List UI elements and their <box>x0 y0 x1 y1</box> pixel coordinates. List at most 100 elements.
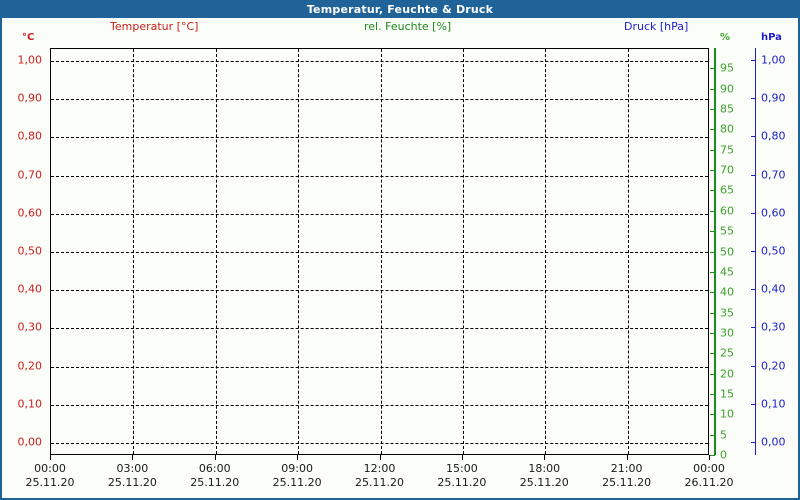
vertical-gridline <box>545 49 547 454</box>
horizontal-gridline <box>51 61 708 62</box>
chart-panel: Temperatur [°C] rel. Feuchte [%] Druck [… <box>0 18 800 500</box>
left-axis-tick-label: 0,60 <box>17 206 43 220</box>
x-axis-date: 25.11.20 <box>25 476 75 489</box>
humidity-axis-tick-label: 85 <box>720 102 734 116</box>
left-axis-tick-label: 0,40 <box>17 282 43 296</box>
legend-item-temperature: Temperatur [°C] <box>110 20 199 33</box>
humidity-axis-tick-label: 35 <box>720 306 734 320</box>
humidity-axis-tick <box>710 292 715 294</box>
pressure-axis-tick <box>751 365 756 367</box>
humidity-axis-tick-label: 60 <box>720 204 734 218</box>
horizontal-gridline <box>51 137 708 139</box>
x-axis-tick-label: 21:00 25.11.20 <box>602 462 651 490</box>
humidity-axis-tick <box>710 393 715 395</box>
x-axis-tick <box>214 455 216 460</box>
humidity-axis-tick-label: 80 <box>720 122 734 136</box>
x-axis-date: 26.11.20 <box>684 476 734 489</box>
pressure-axis-tick <box>751 442 756 443</box>
horizontal-gridline <box>51 404 708 406</box>
x-axis-tick <box>709 455 710 460</box>
left-axis-tick-label: 0,10 <box>17 397 43 411</box>
window-title-bar: Temperatur, Feuchte & Druck <box>0 0 800 18</box>
humidity-axis-tick-label: 10 <box>720 407 734 421</box>
x-axis-time: 06:00 <box>198 462 231 475</box>
horizontal-gridline <box>51 328 708 330</box>
pressure-axis-tick-label: 0,90 <box>761 91 786 105</box>
x-axis-tick <box>132 455 134 460</box>
humidity-axis-tick-label: 95 <box>720 61 734 75</box>
x-axis-time: 21:00 <box>610 462 643 475</box>
humidity-axis-tick-label: 45 <box>720 265 734 279</box>
humidity-axis-tick-label: 90 <box>720 82 734 96</box>
humidity-axis-tick <box>710 434 715 436</box>
humidity-axis-tick <box>710 414 715 416</box>
plot-area <box>50 48 709 455</box>
x-axis-time: 09:00 <box>281 462 313 475</box>
x-axis-time: 00:00 <box>693 462 725 475</box>
pressure-axis-tick <box>751 251 756 252</box>
humidity-axis-tick-label: 70 <box>720 163 734 177</box>
humidity-axis-tick <box>710 455 715 456</box>
humidity-axis-tick <box>710 68 715 70</box>
x-axis-date: 25.11.20 <box>107 476 157 489</box>
x-axis-date: 25.11.20 <box>602 476 652 489</box>
x-axis-tick <box>50 455 51 460</box>
x-axis-tick <box>461 455 463 460</box>
humidity-axis-tick-label: 75 <box>720 143 734 157</box>
x-axis-date: 25.11.20 <box>355 476 404 489</box>
x-axis-time: 18:00 <box>528 462 561 475</box>
pressure-axis-unit: hPa <box>761 32 782 43</box>
pressure-axis-tick <box>751 174 756 176</box>
humidity-axis-tick <box>710 88 715 90</box>
pressure-axis-tick <box>751 136 756 138</box>
left-axis-tick-label: 1,00 <box>17 53 43 67</box>
x-axis-tick-label: 18:00 25.11.20 <box>520 462 569 490</box>
pressure-axis-tick-label: 0,00 <box>761 435 786 449</box>
x-axis-time: 03:00 <box>116 462 149 475</box>
humidity-axis-tick-label: 25 <box>720 346 734 360</box>
x-axis-tick <box>297 455 299 460</box>
humidity-axis-tick-label: 0 <box>720 448 727 462</box>
pressure-axis-tick <box>751 327 756 329</box>
x-axis-tick <box>379 455 381 460</box>
x-axis-tick-label: 12:00 25.11.20 <box>355 462 404 490</box>
x-axis-tick-label: 00:00 25.11.20 <box>26 462 75 490</box>
x-axis-tick <box>544 455 546 460</box>
x-axis-tick-label: 06:00 25.11.20 <box>190 462 239 490</box>
horizontal-gridline <box>51 175 708 177</box>
humidity-axis-tick-label: 55 <box>720 224 734 238</box>
pressure-axis-tick <box>751 60 756 61</box>
humidity-axis-tick-label: 65 <box>720 183 734 197</box>
humidity-axis-tick <box>710 231 715 233</box>
humidity-axis-tick <box>710 251 715 253</box>
humidity-axis-unit: % <box>720 32 731 43</box>
humidity-axis-tick-label: 20 <box>720 367 734 381</box>
humidity-axis-tick <box>710 353 715 355</box>
legend-item-pressure: Druck [hPa] <box>624 20 689 33</box>
pressure-axis-tick <box>751 98 756 100</box>
vertical-gridline <box>298 49 300 454</box>
humidity-axis-tick <box>710 170 715 172</box>
pressure-axis-tick-label: 0,70 <box>761 168 786 182</box>
humidity-axis-tick-label: 30 <box>720 326 734 340</box>
x-axis-time: 15:00 <box>446 462 478 475</box>
humidity-axis-tick <box>710 271 715 273</box>
legend-item-humidity: rel. Feuchte [%] <box>364 20 452 33</box>
x-axis-tick-label: 15:00 25.11.20 <box>437 462 486 490</box>
humidity-axis-tick <box>710 129 715 131</box>
x-axis-date: 25.11.20 <box>190 476 240 489</box>
horizontal-gridline <box>51 366 708 368</box>
humidity-axis-tick-label: 50 <box>720 245 734 258</box>
humidity-axis-tick <box>710 109 715 111</box>
left-axis-tick-label: 0,20 <box>17 359 43 373</box>
horizontal-gridline <box>51 443 708 444</box>
chart-legend: Temperatur [°C] rel. Feuchte [%] Druck [… <box>2 20 798 36</box>
x-axis-date: 25.11.20 <box>519 476 569 489</box>
pressure-axis-tick-label: 0,40 <box>761 282 786 296</box>
horizontal-gridline <box>51 213 708 215</box>
vertical-gridline <box>133 49 135 454</box>
left-axis-tick-label: 0,70 <box>17 168 43 182</box>
vertical-gridline <box>380 49 382 454</box>
pressure-axis-tick-label: 0,80 <box>761 129 786 143</box>
